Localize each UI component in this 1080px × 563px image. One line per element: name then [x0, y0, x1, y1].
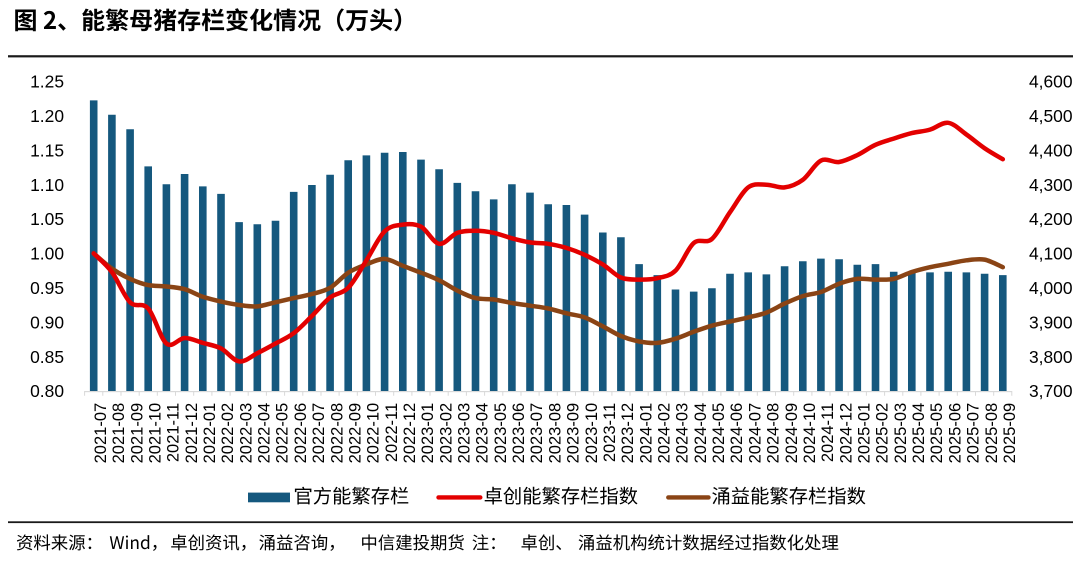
svg-text:4,400: 4,400 [1029, 141, 1073, 161]
svg-text:2024-01: 2024-01 [637, 403, 655, 464]
svg-text:2022-05: 2022-05 [274, 403, 292, 464]
svg-text:2022-08: 2022-08 [328, 403, 346, 464]
svg-text:2025-04: 2025-04 [910, 403, 928, 464]
svg-text:2023-10: 2023-10 [583, 403, 601, 464]
svg-text:1.10: 1.10 [30, 175, 64, 195]
svg-text:0.85: 0.85 [30, 347, 64, 367]
svg-text:2023-03: 2023-03 [456, 403, 474, 464]
svg-text:2023-05: 2023-05 [492, 403, 510, 464]
svg-text:4,100: 4,100 [1029, 244, 1073, 264]
svg-text:2022-09: 2022-09 [346, 403, 364, 464]
svg-text:2025-01: 2025-01 [856, 403, 874, 464]
svg-text:2025-02: 2025-02 [874, 403, 892, 464]
svg-text:1.15: 1.15 [30, 141, 64, 161]
svg-text:2021-08: 2021-08 [110, 403, 128, 464]
svg-text:2024-04: 2024-04 [692, 403, 710, 464]
svg-text:2023-07: 2023-07 [528, 403, 546, 464]
svg-text:4,600: 4,600 [1029, 72, 1073, 92]
svg-text:3,800: 3,800 [1029, 347, 1073, 367]
svg-text:2024-03: 2024-03 [674, 403, 692, 464]
svg-text:2025-05: 2025-05 [928, 403, 946, 464]
svg-text:2021-12: 2021-12 [183, 403, 201, 464]
svg-text:2022-11: 2022-11 [383, 403, 401, 462]
svg-text:2025-03: 2025-03 [892, 403, 910, 464]
svg-text:2024-06: 2024-06 [728, 403, 746, 464]
svg-text:4,300: 4,300 [1029, 175, 1073, 195]
svg-text:2024-07: 2024-07 [746, 403, 764, 464]
svg-text:2024-02: 2024-02 [656, 403, 674, 464]
svg-text:1.20: 1.20 [30, 106, 64, 126]
svg-text:2022-06: 2022-06 [292, 403, 310, 464]
svg-text:2024-12: 2024-12 [837, 403, 855, 464]
svg-text:2022-01: 2022-01 [201, 403, 219, 464]
svg-text:2023-08: 2023-08 [546, 403, 564, 464]
svg-text:2023-11: 2023-11 [601, 403, 619, 462]
svg-text:2022-03: 2022-03 [237, 403, 255, 464]
svg-text:2021-09: 2021-09 [128, 403, 146, 464]
svg-text:4,200: 4,200 [1029, 209, 1073, 229]
svg-text:2024-09: 2024-09 [783, 403, 801, 464]
svg-text:2022-02: 2022-02 [219, 403, 237, 464]
svg-text:0.80: 0.80 [30, 381, 64, 401]
svg-text:2023-02: 2023-02 [437, 403, 455, 464]
svg-text:1.00: 1.00 [30, 244, 64, 264]
svg-text:2021-10: 2021-10 [146, 403, 164, 464]
svg-text:2023-09: 2023-09 [565, 403, 583, 464]
svg-text:2023-12: 2023-12 [619, 403, 637, 464]
svg-text:2023-01: 2023-01 [419, 403, 437, 464]
svg-text:4,500: 4,500 [1029, 106, 1073, 126]
svg-text:2021-07: 2021-07 [92, 403, 110, 464]
svg-text:2022-10: 2022-10 [365, 403, 383, 464]
svg-text:1.25: 1.25 [30, 72, 64, 92]
svg-text:2024-11: 2024-11 [819, 403, 837, 462]
svg-text:2022-07: 2022-07 [310, 403, 328, 464]
svg-text:2022-12: 2022-12 [401, 403, 419, 464]
svg-text:2021-11: 2021-11 [165, 403, 183, 462]
svg-text:2024-08: 2024-08 [765, 403, 783, 464]
svg-text:2022-04: 2022-04 [256, 403, 274, 464]
svg-text:2024-10: 2024-10 [801, 403, 819, 464]
svg-text:2023-04: 2023-04 [474, 403, 492, 464]
svg-text:2025-07: 2025-07 [965, 403, 983, 464]
svg-text:2025-08: 2025-08 [983, 403, 1001, 464]
svg-text:0.90: 0.90 [30, 312, 64, 332]
svg-text:3,700: 3,700 [1029, 381, 1073, 401]
svg-text:3,900: 3,900 [1029, 312, 1073, 332]
svg-text:0.95: 0.95 [30, 278, 64, 298]
svg-text:2023-06: 2023-06 [510, 403, 528, 464]
svg-text:2024-05: 2024-05 [710, 403, 728, 464]
svg-text:4,000: 4,000 [1029, 278, 1073, 298]
svg-text:2025-09: 2025-09 [1001, 403, 1019, 464]
svg-text:2025-06: 2025-06 [946, 403, 964, 464]
svg-text:1.05: 1.05 [30, 209, 64, 229]
